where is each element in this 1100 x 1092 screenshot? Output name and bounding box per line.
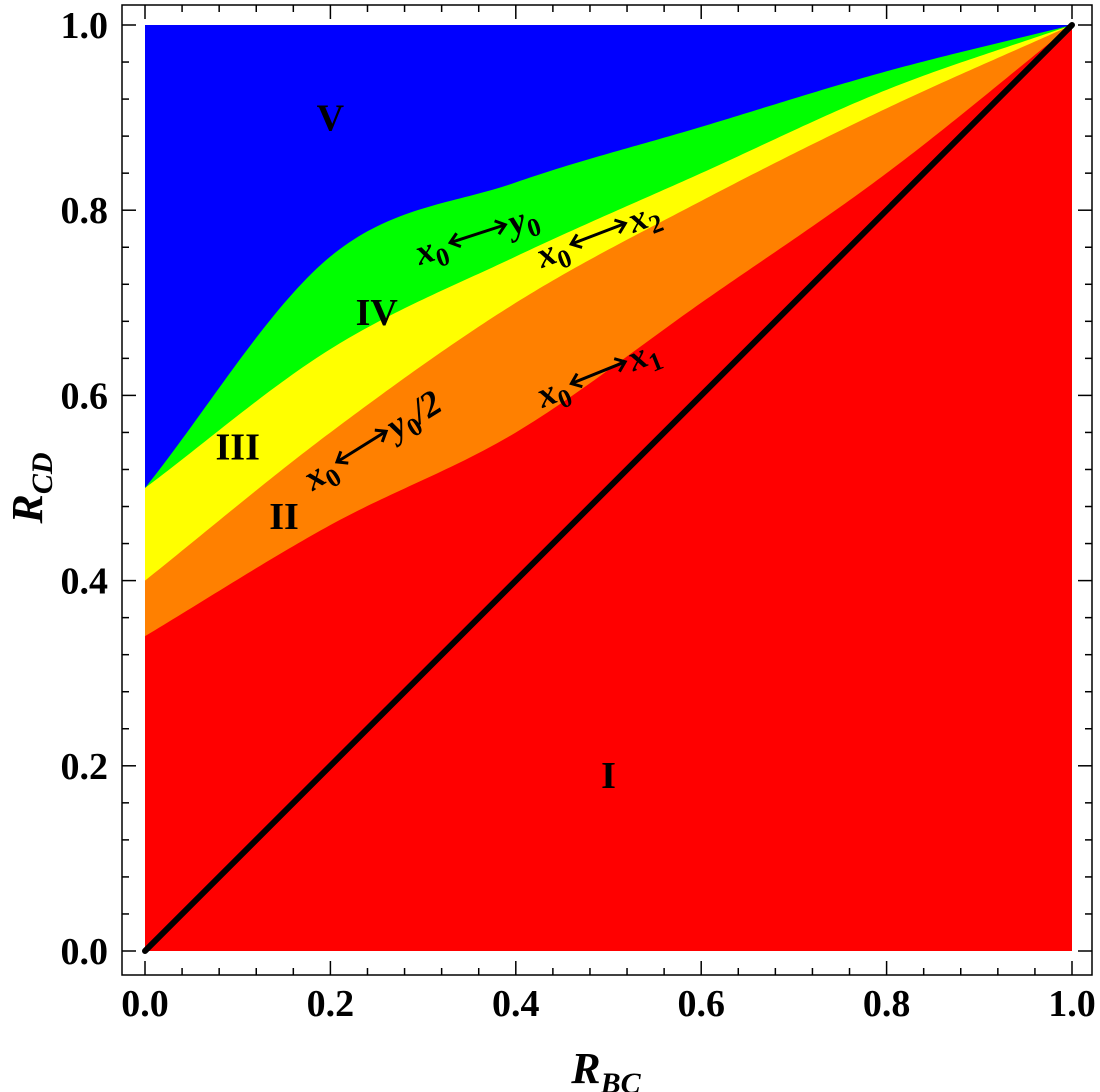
- y-tick-label: 0.6: [61, 375, 109, 417]
- annotation-arrow-head-left: [334, 450, 349, 465]
- annotation-arrow-head-right: [613, 357, 628, 373]
- axis-ticks: [122, 5, 1092, 975]
- y-axis-title-sub: CD: [26, 452, 59, 494]
- region-label-III: III: [216, 426, 260, 468]
- x-axis-title: RBC: [570, 1044, 641, 1092]
- y-axis-title-main: R: [3, 494, 52, 524]
- annotation-arrow-shaft: [336, 429, 387, 464]
- x-axis-title-main: R: [570, 1044, 600, 1092]
- annotation-arrow-head-right: [613, 218, 628, 234]
- region-label-IV: IV: [356, 292, 399, 334]
- y-tick-label: 0.2: [61, 746, 109, 788]
- annotation-arrow-head-left: [569, 372, 583, 389]
- x-tick-label: 0.8: [863, 983, 911, 1025]
- y-tick-label: 1.0: [61, 5, 109, 47]
- annotation-arrow-head-right: [374, 428, 389, 443]
- diagonal-line: [142, 22, 1075, 954]
- x-tick-labels: 0.0 0.2 0.4 0.6 0.8 1.0: [121, 983, 1096, 1025]
- annotation-arrow-head-left: [447, 232, 462, 248]
- y-tick-labels: 0.0 0.2 0.4 0.6 0.8 1.0: [61, 5, 109, 973]
- x-tick-label: 1.0: [1048, 983, 1096, 1025]
- annotation-arrow-shaft: [449, 223, 506, 245]
- x-tick-label: 0.4: [492, 983, 540, 1025]
- annotation-arrow-shaft: [570, 360, 626, 385]
- region-label-V: V: [317, 98, 345, 140]
- x-tick-label: 0.6: [677, 983, 725, 1025]
- region-label-II: II: [269, 496, 299, 538]
- y-tick-label: 0.4: [61, 561, 109, 603]
- region-label-I: I: [601, 755, 616, 797]
- x-axis-title-sub: BC: [600, 1067, 642, 1092]
- x-tick-label: 0.2: [307, 983, 355, 1025]
- annotation-arrow-head-right: [494, 219, 508, 236]
- y-tick-label: 0.8: [61, 190, 109, 232]
- annotation-arrow-shaft: [570, 221, 626, 246]
- x-tick-label: 0.0: [121, 983, 169, 1025]
- plot-frame: [121, 4, 1093, 976]
- y-axis-title: RCD: [3, 452, 59, 524]
- y-tick-label: 0.0: [61, 931, 109, 973]
- annotation-arrow-head-left: [568, 233, 583, 249]
